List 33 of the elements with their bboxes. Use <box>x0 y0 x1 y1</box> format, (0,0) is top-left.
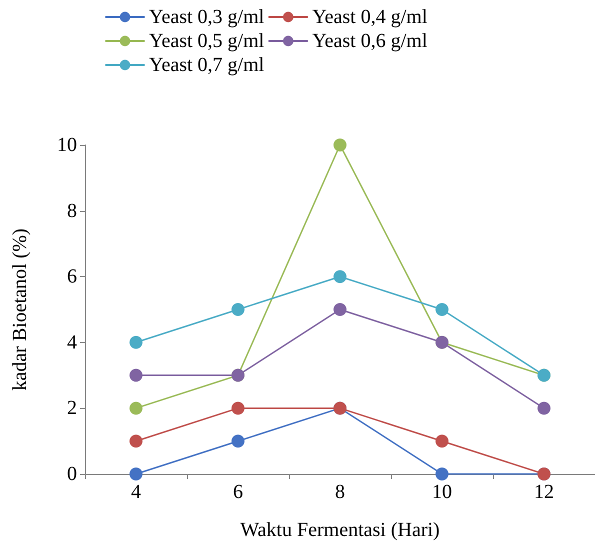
legend-label: Yeast 0,4 g/ml <box>312 6 428 28</box>
point <box>130 368 142 382</box>
y-tick-label: 4 <box>67 331 77 354</box>
y-tick-label: 2 <box>67 397 77 420</box>
point <box>538 402 550 415</box>
x-tick-label: 12 <box>534 481 554 503</box>
point <box>334 138 346 152</box>
x-tick-label: 8 <box>335 481 345 503</box>
y-axis-title: kadar Bioetanol (%) <box>9 228 31 391</box>
y-tick-label: 6 <box>67 266 77 288</box>
point <box>334 303 346 316</box>
x-tick-label: 4 <box>131 481 141 503</box>
point <box>130 434 142 448</box>
legend-label: Yeast 0,7 g/ml <box>149 54 265 76</box>
point <box>334 270 346 284</box>
point <box>436 468 448 480</box>
point <box>232 434 244 448</box>
point <box>436 434 448 448</box>
point <box>232 402 244 415</box>
y-tick-label: 10 <box>57 134 77 156</box>
point <box>130 336 142 349</box>
point <box>130 468 142 480</box>
x-tick-label: 6 <box>233 481 243 503</box>
legend-label: Yeast 0,6 g/ml <box>312 30 428 52</box>
point <box>232 303 244 316</box>
x-axis-title: Waktu Fermentasi (Hari) <box>240 519 440 541</box>
y-tick-label: 8 <box>67 200 77 222</box>
legend-label: Yeast 0,5 g/ml <box>149 30 265 52</box>
point <box>436 303 448 316</box>
y-tick-label: 0 <box>67 463 77 485</box>
legend-label: Yeast 0,3 g/ml <box>149 6 265 28</box>
x-tick-label: 10 <box>432 481 452 503</box>
point <box>130 402 142 415</box>
